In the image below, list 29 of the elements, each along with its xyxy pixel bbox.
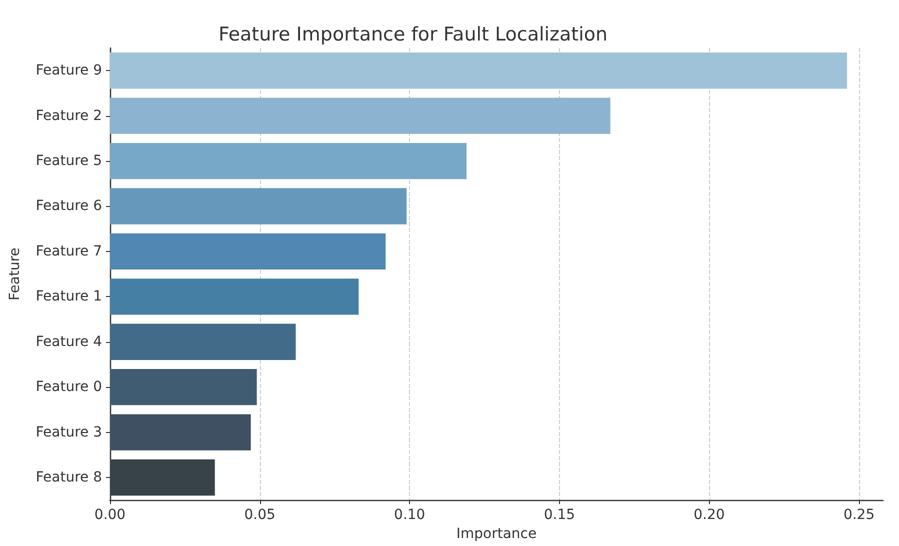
bar bbox=[110, 459, 215, 496]
y-tick-label: Feature 2 bbox=[36, 108, 102, 124]
y-tick-label: Feature 4 bbox=[36, 334, 102, 350]
x-tick-label: 0.05 bbox=[244, 507, 276, 524]
bar bbox=[110, 324, 296, 360]
bar bbox=[110, 278, 359, 315]
y-tick-label: Feature 8 bbox=[36, 469, 102, 486]
y-tick-label: Feature 1 bbox=[36, 288, 102, 305]
bar bbox=[110, 142, 467, 180]
x-tick-label: 0.25 bbox=[843, 507, 875, 524]
y-tick-label: Feature 5 bbox=[36, 153, 102, 170]
x-tick-label: 0.10 bbox=[394, 507, 426, 524]
bar bbox=[110, 233, 386, 270]
y-axis-title: Feature bbox=[7, 248, 23, 301]
bar bbox=[110, 414, 251, 450]
y-tick-label: Feature 0 bbox=[36, 379, 102, 396]
x-tick-label: 0.15 bbox=[544, 507, 576, 524]
y-tick-label: Feature 3 bbox=[36, 424, 102, 440]
y-tick-label: Feature 7 bbox=[36, 243, 102, 260]
bar bbox=[110, 368, 257, 406]
bar bbox=[110, 52, 848, 89]
x-tick-label: 0.00 bbox=[94, 507, 126, 524]
x-axis-title: Importance bbox=[456, 526, 537, 542]
bar bbox=[110, 98, 610, 134]
y-tick-label: Feature 9 bbox=[36, 62, 102, 79]
chart-title: Feature Importance for Fault Localization bbox=[218, 24, 608, 46]
y-tick-label: Feature 6 bbox=[36, 198, 102, 214]
x-tick-label: 0.20 bbox=[694, 507, 725, 524]
bar bbox=[110, 188, 407, 224]
